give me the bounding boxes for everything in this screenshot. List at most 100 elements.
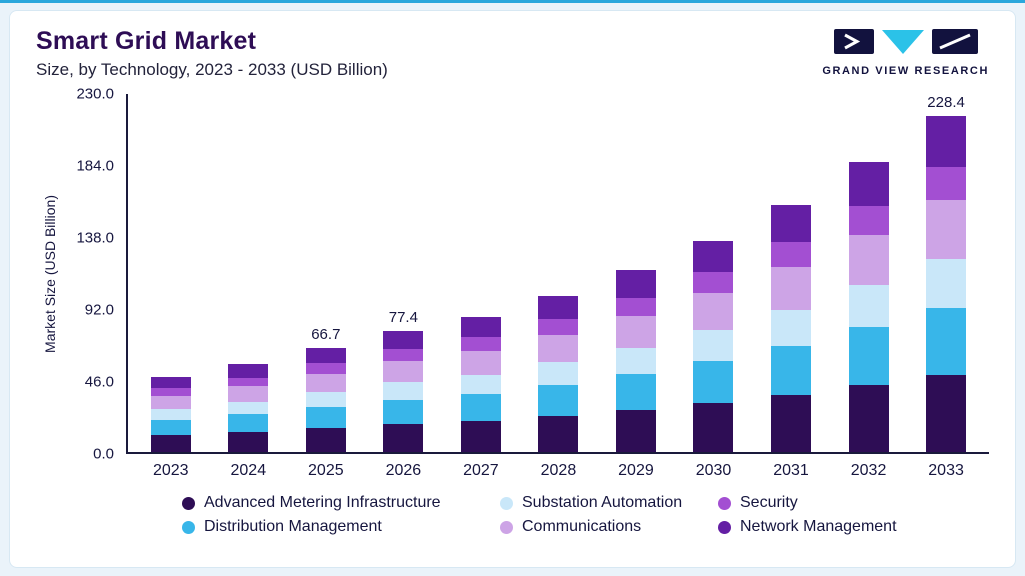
- legend-dot: [182, 520, 195, 534]
- x-axis-tick-label: 2023: [152, 462, 189, 479]
- legend-label: Substation Automation: [522, 494, 683, 511]
- legend-dot: [500, 496, 513, 510]
- legend-dot: [182, 496, 195, 510]
- bar-2026: 77.4: [383, 94, 424, 452]
- legend-dot: [718, 520, 731, 534]
- segment-communications: [926, 200, 967, 259]
- gvr-logo-text: GRAND VIEW RESEARCH: [822, 65, 989, 77]
- segment-distribution-management: [150, 419, 191, 435]
- bar-value-label: 77.4: [388, 308, 418, 326]
- segment-distribution-management: [693, 361, 734, 404]
- plot-row: 0.0 46.0 92.0 138.0 184.0 230.0 66.7 77.4 228.4: [64, 86, 989, 463]
- segment-distribution-management: [305, 407, 346, 429]
- legend-item-distribution-management: Distribution Management: [182, 518, 500, 536]
- segment-network-management: [771, 204, 812, 242]
- segment-substation-automation: [460, 374, 501, 395]
- segment-distribution-management: [538, 384, 579, 417]
- page-subtitle: Size, by Technology, 2023 - 2033 (USD Bi…: [36, 60, 388, 79]
- bar-stack: [460, 317, 501, 452]
- x-axis-tick-label: 2030: [695, 462, 732, 479]
- segment-advanced-metering-infrastructure: [693, 403, 734, 452]
- segment-security: [693, 272, 734, 294]
- segment-distribution-management: [926, 307, 967, 375]
- segment-distribution-management: [460, 394, 501, 422]
- bar-stack: [771, 204, 812, 452]
- legend-label: Security: [740, 494, 798, 511]
- segment-distribution-management: [228, 414, 269, 432]
- bar-stack: [305, 347, 346, 452]
- segment-distribution-management: [383, 399, 424, 425]
- chart-card: Smart Grid Market Size, by Technology, 2…: [9, 10, 1016, 568]
- segment-network-management: [693, 240, 734, 273]
- y-axis-label: Market Size (USD Billion): [42, 195, 58, 353]
- bar-stack: [693, 240, 734, 452]
- y-axis-tick-label: 138.0: [76, 229, 114, 247]
- segment-security: [228, 377, 269, 387]
- x-axis-tick-label: 2027: [463, 462, 499, 479]
- x-axis-tick-label: 2031: [773, 462, 809, 479]
- bar-2033: 228.4: [926, 94, 967, 452]
- segment-advanced-metering-infrastructure: [305, 428, 346, 452]
- plot-area: 66.7 77.4 228.4: [126, 94, 989, 454]
- segment-security: [538, 319, 579, 335]
- segment-security: [771, 241, 812, 267]
- segment-network-management: [150, 376, 191, 389]
- segment-security: [150, 388, 191, 396]
- segment-substation-automation: [615, 347, 656, 374]
- bar-stack: [538, 295, 579, 452]
- x-axis-tick-label: 2032: [850, 462, 887, 479]
- segment-advanced-metering-infrastructure: [615, 410, 656, 452]
- segment-security: [383, 349, 424, 362]
- segment-security: [615, 297, 656, 316]
- segment-network-management: [460, 317, 501, 338]
- segment-communications: [848, 234, 889, 286]
- segment-communications: [150, 395, 191, 409]
- gvr-logo-mark: [833, 29, 978, 54]
- segment-advanced-metering-infrastructure: [538, 416, 579, 452]
- segment-network-management: [615, 270, 656, 298]
- bar-2024: [228, 94, 269, 452]
- segment-advanced-metering-infrastructure: [383, 424, 424, 452]
- page-title: Smart Grid Market: [36, 27, 257, 55]
- segment-security: [305, 363, 346, 374]
- x-axis-tick-label: 2024: [230, 462, 267, 479]
- segment-network-management: [926, 116, 967, 167]
- bar-stack: [228, 364, 269, 452]
- bar-stack: [926, 116, 967, 452]
- segment-communications: [305, 373, 346, 393]
- segment-advanced-metering-infrastructure: [926, 374, 967, 452]
- bar-2029: [615, 94, 656, 452]
- segment-security: [926, 166, 967, 201]
- segment-substation-automation: [228, 401, 269, 415]
- bar-stack: [150, 376, 191, 452]
- segment-substation-automation: [693, 330, 734, 362]
- bar-2023: [150, 94, 191, 452]
- legend-dot: [500, 520, 513, 534]
- x-axis-tick-label: 2029: [618, 462, 654, 479]
- legend-label: Network Management: [740, 518, 897, 535]
- segment-communications: [771, 266, 812, 310]
- y-axis-tick-label: 230.0: [76, 85, 114, 103]
- segment-advanced-metering-infrastructure: [848, 385, 889, 452]
- segment-substation-automation: [383, 382, 424, 400]
- segment-network-management: [848, 162, 889, 206]
- legend-item-advanced-metering-infrastructure: Advanced Metering Infrastructure: [182, 494, 500, 512]
- segment-communications: [693, 293, 734, 331]
- legend-item-substation-automation: Substation Automation: [500, 494, 718, 512]
- segment-advanced-metering-infrastructure: [228, 431, 269, 452]
- y-axis: 0.0 46.0 92.0 138.0 184.0 230.0: [64, 86, 126, 463]
- segment-substation-automation: [926, 258, 967, 308]
- segment-substation-automation: [848, 285, 889, 328]
- y-axis-tick-label: 184.0: [76, 157, 114, 175]
- x-axis-tick-label: 2026: [385, 462, 422, 479]
- x-axis-tick-label: 2033: [928, 462, 964, 479]
- bar-value-label: 228.4: [927, 94, 965, 111]
- segment-communications: [460, 350, 501, 375]
- segment-advanced-metering-infrastructure: [150, 434, 191, 452]
- segment-substation-automation: [538, 362, 579, 385]
- bar-2031: [771, 94, 812, 452]
- y-axis-tick-label: 46.0: [84, 373, 114, 391]
- legend-label: Communications: [522, 518, 642, 535]
- header: Smart Grid Market Size, by Technology, 2…: [36, 27, 989, 80]
